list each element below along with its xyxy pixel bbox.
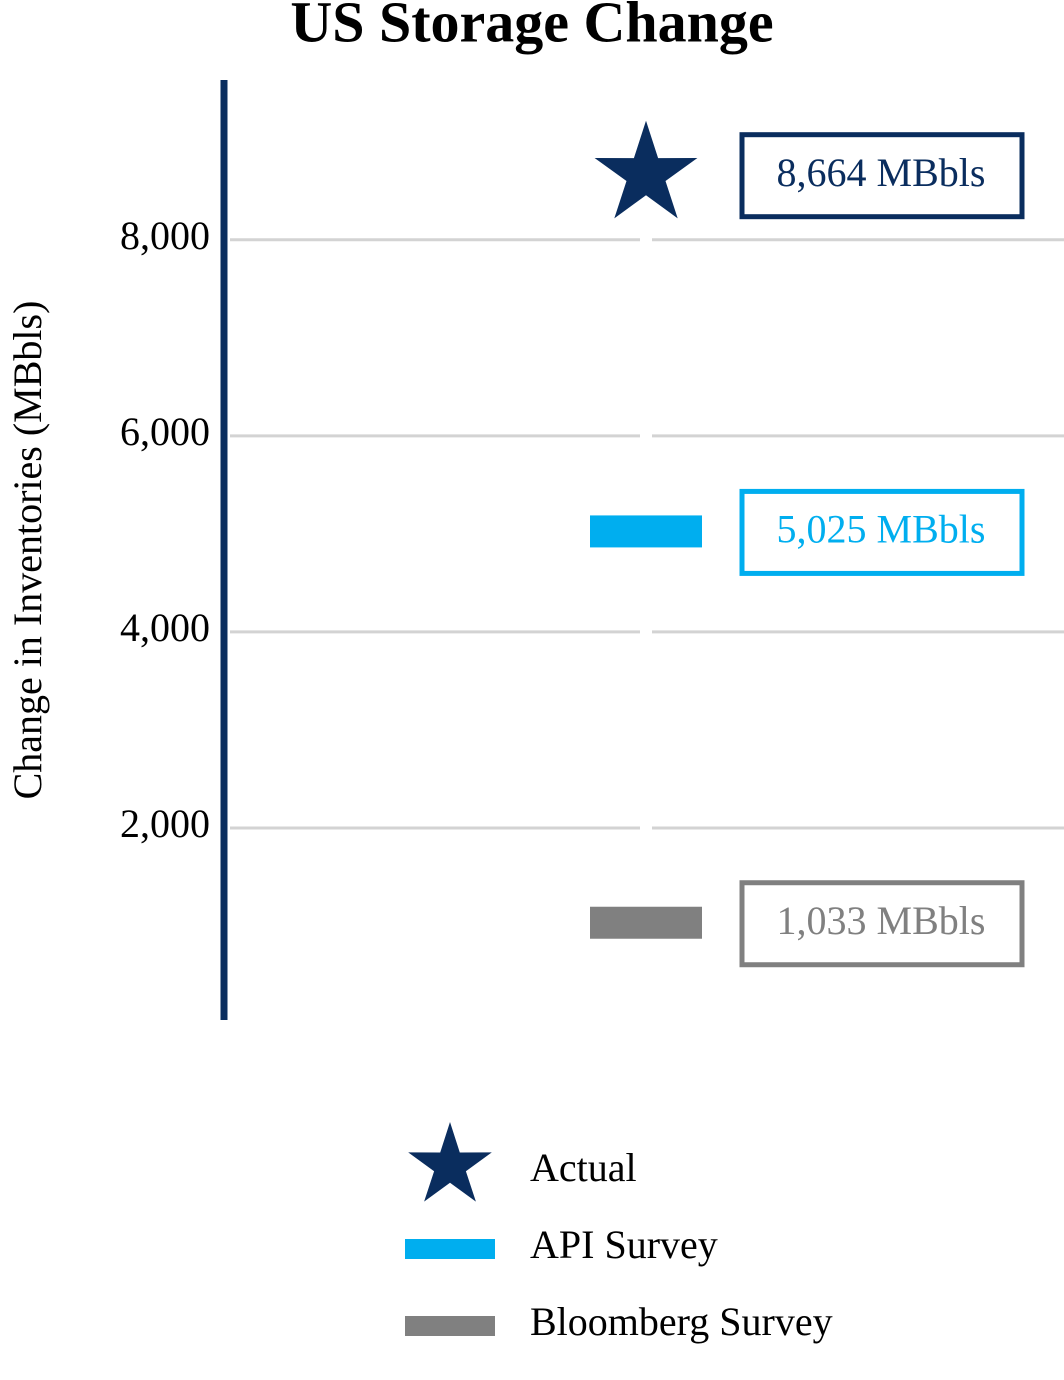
value-label: 8,664 MBbls xyxy=(777,150,986,195)
legend-label: Bloomberg Survey xyxy=(530,1299,833,1344)
legend-label: API Survey xyxy=(530,1222,718,1267)
legend-marker xyxy=(405,1316,495,1336)
value-label-box xyxy=(739,488,1025,576)
y-tick-label: 2,000 xyxy=(120,801,210,846)
legend-label: Actual xyxy=(530,1145,637,1190)
y-axis-label: Change in Inventories (MBbls) xyxy=(5,301,50,800)
value-label: 1,033 MBbls xyxy=(777,898,986,943)
legend-marker xyxy=(408,1122,492,1202)
legend-marker xyxy=(405,1239,495,1259)
value-label: 5,025 MBbls xyxy=(777,507,986,552)
data-marker xyxy=(594,120,698,219)
y-tick-label: 8,000 xyxy=(120,213,210,258)
y-tick-label: 6,000 xyxy=(120,409,210,454)
chart-title: US Storage Change xyxy=(290,0,773,54)
y-tick-label: 4,000 xyxy=(120,605,210,650)
value-label-box xyxy=(739,132,1025,220)
data-marker xyxy=(590,906,702,939)
data-marker xyxy=(590,515,702,548)
value-label-box xyxy=(739,880,1025,968)
